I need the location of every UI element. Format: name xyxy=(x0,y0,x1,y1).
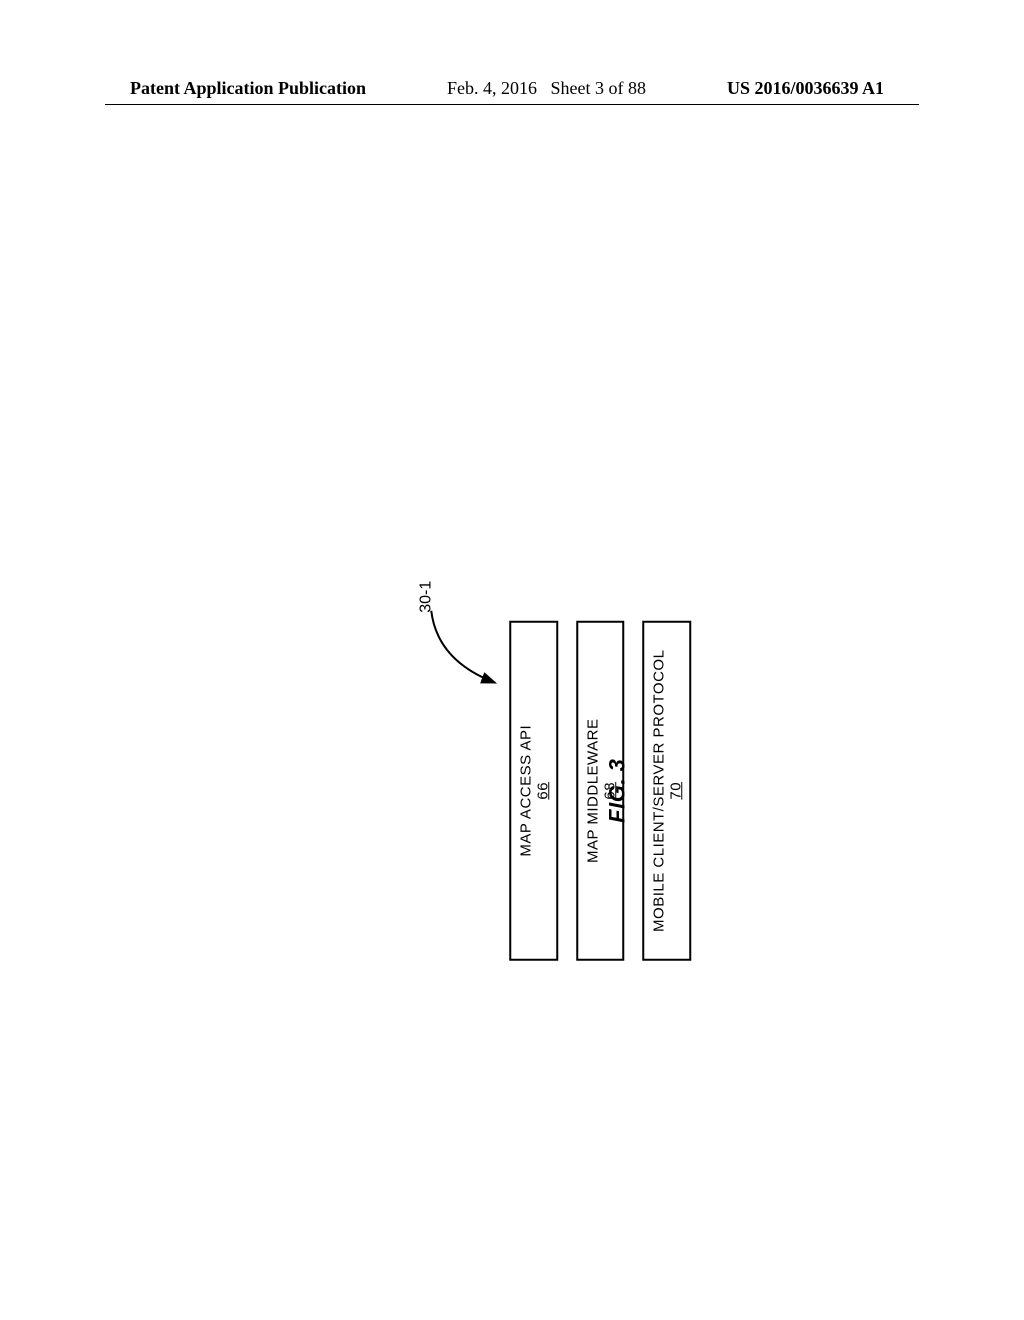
header-center: Feb. 4, 2016 Sheet 3 of 88 xyxy=(447,78,646,99)
block-stack: MAP ACCESS API 66 MAP MIDDLEWARE 68 MOBI… xyxy=(509,621,691,961)
block-title: MAP ACCESS API xyxy=(517,725,534,857)
page: Patent Application Publication Feb. 4, 2… xyxy=(0,0,1024,1320)
block-map-access-api: MAP ACCESS API 66 xyxy=(509,621,558,961)
header-rule xyxy=(105,104,919,105)
ref-pointer-label: 30-1 xyxy=(417,581,435,613)
ref-pointer: 30-1 xyxy=(417,581,507,701)
header-sheet: Sheet 3 of 88 xyxy=(551,78,646,98)
figure-label: FIG. 3 xyxy=(604,759,630,823)
figure-diagram: 30-1 MAP ACCESS API 66 MAP MIDDLEWARE 68… xyxy=(509,621,691,961)
page-header: Patent Application Publication Feb. 4, 2… xyxy=(0,78,1024,99)
block-ref: 70 xyxy=(668,631,685,951)
header-right: US 2016/0036639 A1 xyxy=(727,78,884,99)
header-date: Feb. 4, 2016 xyxy=(447,78,537,98)
header-left: Patent Application Publication xyxy=(130,78,366,99)
block-title: MOBILE CLIENT/SERVER PROTOCOL xyxy=(650,650,667,932)
block-mobile-client-server-protocol: MOBILE CLIENT/SERVER PROTOCOL 70 xyxy=(642,621,691,961)
block-title: MAP MIDDLEWARE xyxy=(584,718,601,863)
block-ref: 66 xyxy=(535,631,552,951)
